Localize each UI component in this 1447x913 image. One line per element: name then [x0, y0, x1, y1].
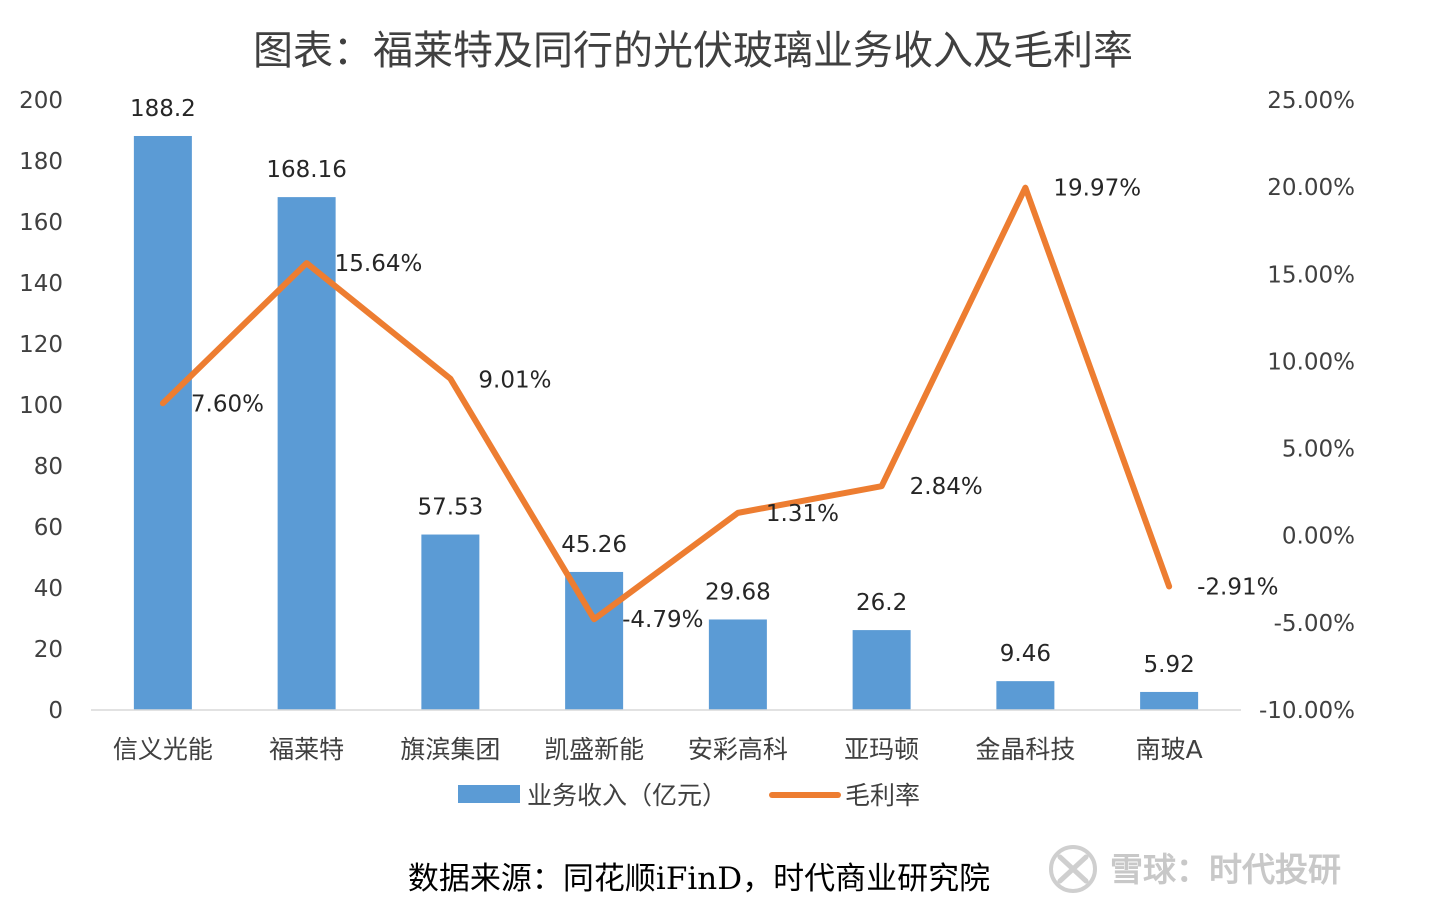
- left-axis-tick-label: 40: [34, 576, 63, 602]
- snowball-logo-mark: [1057, 854, 1089, 884]
- legend-swatch-revenue: [458, 785, 520, 803]
- left-axis-tick-label: 0: [48, 698, 63, 724]
- x-axis-category-label: 福莱特: [269, 735, 344, 764]
- chart-legend: 业务收入（亿元） 毛利率: [458, 781, 920, 810]
- margin-line-series: [159, 184, 1173, 623]
- x-axis-category-label: 安彩高科: [688, 735, 788, 764]
- left-axis-tick-label: 60: [34, 515, 63, 541]
- x-axis-category-label: 旗滨集团: [400, 735, 500, 764]
- revenue-bar-label: 168.16: [266, 157, 346, 183]
- x-axis-category-label: 南玻A: [1136, 735, 1203, 764]
- watermark: 雪球：时代投研: [1049, 845, 1341, 893]
- right-axis-tick-label: 20.00%: [1267, 175, 1355, 201]
- right-axis-tick-label: 5.00%: [1282, 437, 1355, 463]
- x-axis-category-labels: 信义光能 福莱特 旗滨集团 凯盛新能 安彩高科 亚玛顿 金晶科技 南玻A: [113, 735, 1203, 764]
- x-axis-category-label: 亚玛顿: [844, 735, 919, 764]
- revenue-bar-label: 5.92: [1144, 652, 1195, 678]
- revenue-bar-label: 57.53: [417, 495, 483, 521]
- watermark-text: 雪球：时代投研: [1110, 850, 1341, 889]
- margin-data-labels: 7.60% 15.64% 9.01% -4.79% 1.31% 2.84% 19.97% -2…: [191, 176, 1279, 634]
- left-y-axis: 0 20 40 60 80 100 120 140 160 180 200: [19, 88, 63, 724]
- right-axis-tick-label: -10.00%: [1259, 698, 1355, 724]
- margin-point-label: 1.31%: [766, 501, 839, 527]
- x-axis-category-label: 凯盛新能: [544, 735, 644, 764]
- left-axis-tick-label: 200: [19, 88, 63, 114]
- revenue-data-labels: 188.2 168.16 57.53 45.26 29.68 26.2 9.46 5.92: [130, 96, 1195, 678]
- revenue-bar: [996, 681, 1055, 710]
- revenue-bar: [133, 135, 192, 711]
- legend-label-margin: 毛利率: [845, 781, 920, 810]
- margin-point-label: 9.01%: [478, 368, 551, 394]
- right-axis-tick-label: 25.00%: [1267, 88, 1355, 114]
- left-axis-tick-label: 140: [19, 271, 63, 297]
- margin-point-label: 19.97%: [1053, 176, 1141, 202]
- left-axis-tick-label: 160: [19, 210, 63, 236]
- x-axis-category-label: 信义光能: [113, 735, 213, 764]
- revenue-bar-label: 45.26: [561, 532, 627, 558]
- revenue-bar: [277, 197, 336, 710]
- revenue-bars: [133, 135, 1199, 711]
- revenue-bar: [1140, 691, 1199, 710]
- right-axis-tick-label: 10.00%: [1267, 349, 1355, 375]
- margin-point-label: 2.84%: [910, 474, 983, 500]
- revenue-bar: [852, 630, 911, 710]
- x-axis-category-label: 金晶科技: [975, 735, 1075, 764]
- snowball-logo-icon: [1049, 845, 1097, 893]
- left-axis-tick-label: 80: [34, 454, 63, 480]
- margin-point-label: -2.91%: [1197, 574, 1278, 600]
- left-axis-tick-label: 120: [19, 332, 63, 358]
- left-axis-tick-label: 100: [19, 393, 63, 419]
- legend-label-revenue: 业务收入（亿元）: [527, 781, 727, 810]
- margin-line: [159, 184, 1173, 623]
- left-axis-tick-label: 180: [19, 149, 63, 175]
- revenue-bar-label: 9.46: [1000, 641, 1051, 667]
- data-source-note: 数据来源：同花顺iFinD，时代商业研究院: [408, 861, 990, 897]
- revenue-bar: [708, 619, 767, 710]
- revenue-bar: [565, 571, 624, 710]
- margin-point-label: -4.79%: [622, 607, 703, 633]
- right-axis-tick-label: -5.00%: [1274, 611, 1355, 637]
- left-axis-tick-label: 20: [34, 637, 63, 663]
- right-y-axis: -10.00% -5.00% 0.00% 5.00% 10.00% 15.00% 20.00…: [1259, 88, 1355, 724]
- revenue-bar-label: 29.68: [705, 579, 771, 605]
- margin-point-label: 7.60%: [191, 391, 264, 417]
- revenue-bar-label: 188.2: [130, 96, 196, 122]
- margin-point-label: 15.64%: [335, 251, 423, 277]
- revenue-bar: [421, 534, 480, 710]
- chart-title: 图表：福莱特及同行的光伏玻璃业务收入及毛利率: [253, 28, 1133, 74]
- right-axis-tick-label: 0.00%: [1282, 524, 1355, 550]
- right-axis-tick-label: 15.00%: [1267, 262, 1355, 288]
- revenue-bar-label: 26.2: [856, 590, 907, 616]
